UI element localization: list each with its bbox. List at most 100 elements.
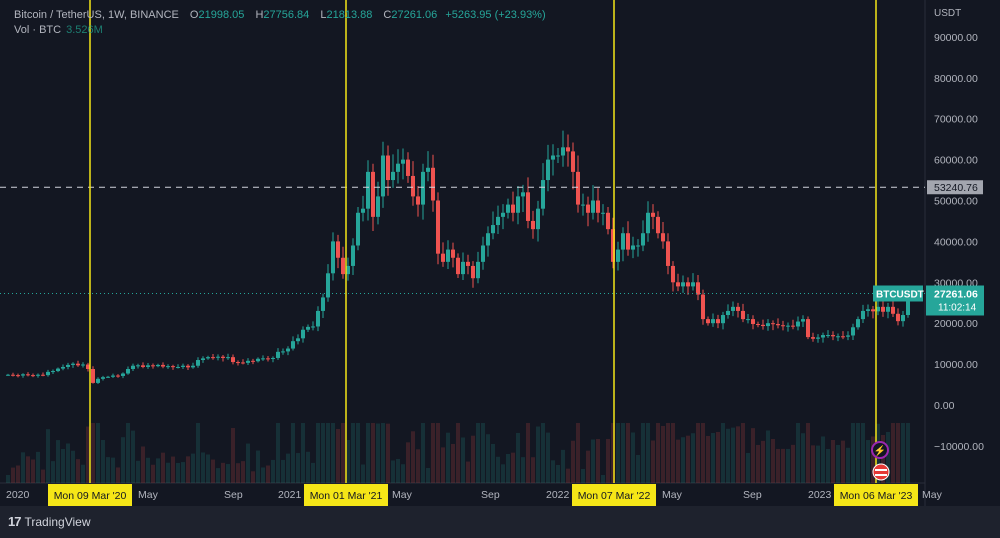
candle xyxy=(766,319,770,331)
candle-body xyxy=(526,192,530,221)
candle-body xyxy=(451,249,455,258)
volume-bar xyxy=(471,435,475,483)
candle-body xyxy=(441,253,445,262)
candle xyxy=(341,246,345,279)
candle xyxy=(496,205,500,235)
flag-stripe xyxy=(875,469,887,471)
candle xyxy=(671,261,675,292)
volume-bar xyxy=(256,450,260,483)
volume-bar xyxy=(466,461,470,483)
candle-body xyxy=(326,273,330,298)
volume-bar xyxy=(901,423,905,483)
volume-bar xyxy=(116,467,120,483)
candle-body xyxy=(406,159,410,176)
volume-bar xyxy=(336,429,340,483)
candle xyxy=(476,251,480,284)
candle xyxy=(901,310,905,327)
volume-bar xyxy=(881,435,885,483)
candle-body xyxy=(341,257,345,275)
candle-body xyxy=(536,208,540,230)
candle-body xyxy=(286,348,290,352)
candle-body xyxy=(56,368,60,372)
candle xyxy=(611,217,615,269)
candle xyxy=(566,134,570,167)
candle xyxy=(151,363,155,369)
candle xyxy=(591,185,595,220)
volume-bar xyxy=(431,423,435,483)
candle-body xyxy=(391,171,395,181)
volume-bar xyxy=(676,439,680,483)
candle-body xyxy=(506,204,510,213)
candle xyxy=(441,242,445,267)
lightning-event-icon[interactable] xyxy=(871,441,889,459)
candle xyxy=(886,302,890,319)
volume-bar xyxy=(326,423,330,483)
chart-canvas[interactable]: USDT 90000.00 80000.00 70000.00 60000.00 5000… xyxy=(0,0,1000,506)
candle xyxy=(336,234,340,269)
volume-bar xyxy=(651,440,655,483)
candle-body xyxy=(66,364,70,367)
candle xyxy=(871,305,875,319)
open-value: 21998.05 xyxy=(198,9,245,21)
volume-bar xyxy=(776,448,780,483)
candle-body xyxy=(231,357,235,363)
volume-bar xyxy=(446,432,450,483)
time-tick-label: 2022 xyxy=(546,489,570,501)
candle xyxy=(881,301,885,317)
symbol-title[interactable]: Bitcoin / TetherUS, 1W, BINANCE xyxy=(14,9,179,21)
volume-bar xyxy=(756,444,760,483)
candle-body xyxy=(291,341,295,349)
candle-body xyxy=(11,374,15,376)
candle xyxy=(96,377,100,385)
volume-bar xyxy=(131,430,135,483)
candle-body xyxy=(296,338,300,342)
time-tick-label: 2021 xyxy=(278,489,302,501)
candle xyxy=(516,185,520,225)
volume-bar xyxy=(166,462,170,483)
candle xyxy=(86,362,90,372)
candle xyxy=(291,336,295,351)
volume-bar xyxy=(316,423,320,483)
volume-bar xyxy=(451,443,455,483)
volume-bar xyxy=(386,423,390,483)
candle-body xyxy=(131,365,135,370)
candle-body xyxy=(656,216,660,234)
volume-label[interactable]: Vol · BTC xyxy=(14,24,62,36)
candle xyxy=(676,273,680,292)
close-value: 27261.06 xyxy=(391,9,438,21)
candle xyxy=(561,130,565,167)
volume-bar xyxy=(356,423,360,483)
candle xyxy=(841,331,845,340)
volume-bar xyxy=(671,423,675,483)
candle-body xyxy=(611,229,615,262)
volume-bar xyxy=(31,459,35,483)
candle xyxy=(641,220,645,252)
candle-body xyxy=(81,364,85,366)
candle xyxy=(131,363,135,371)
candle-body xyxy=(856,319,860,328)
candle-body xyxy=(161,364,165,367)
volume-bar xyxy=(641,423,645,483)
us-flag-event-icon[interactable] xyxy=(872,463,890,481)
candle xyxy=(646,201,650,242)
time-tick-label: Sep xyxy=(481,489,500,501)
high-value: 27756.84 xyxy=(263,9,310,21)
volume-bar xyxy=(786,448,790,483)
volume-bar xyxy=(476,423,480,483)
tradingview-logo[interactable]: 17 TradingView xyxy=(8,514,91,529)
candle xyxy=(456,253,460,279)
volume-bar xyxy=(486,434,490,483)
candle-body xyxy=(181,365,185,367)
candle-body xyxy=(771,323,775,325)
candle-body xyxy=(651,212,655,217)
volume-bar xyxy=(866,440,870,483)
volume-bar xyxy=(366,423,370,483)
candle-body xyxy=(401,159,405,164)
candle xyxy=(216,354,220,361)
candle-body xyxy=(811,337,815,339)
candle-body xyxy=(226,357,230,359)
candle xyxy=(126,366,130,375)
candle-body xyxy=(396,163,400,172)
price-chart[interactable]: USDT 90000.00 80000.00 70000.00 60000.00 5000… xyxy=(0,0,1000,506)
candle xyxy=(281,348,285,355)
